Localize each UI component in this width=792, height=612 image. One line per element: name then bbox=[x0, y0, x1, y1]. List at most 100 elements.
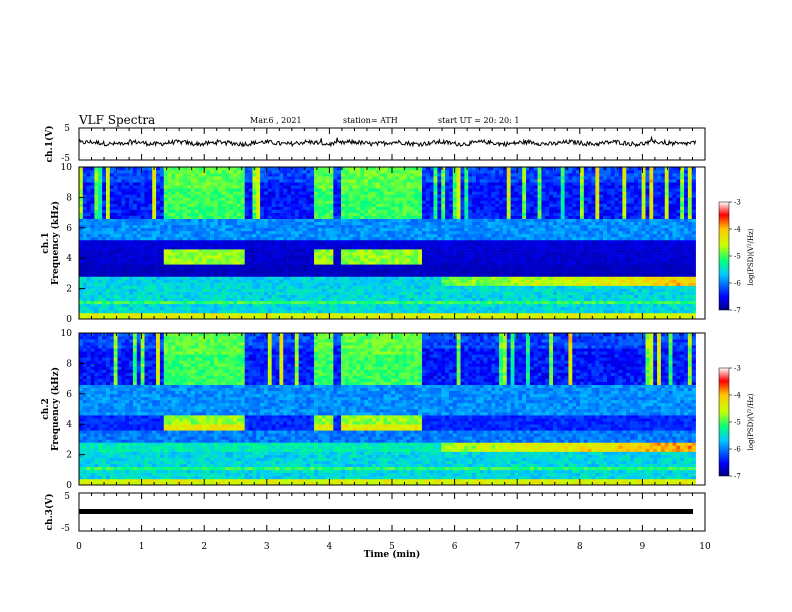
spectrogram-cell bbox=[302, 303, 307, 308]
spectrogram-cell bbox=[275, 282, 280, 286]
spectrogram-cell bbox=[448, 309, 454, 314]
spectrogram-cell bbox=[368, 173, 373, 177]
spectrogram-cell bbox=[387, 285, 392, 289]
spectrogram-cell bbox=[263, 182, 269, 186]
spectrogram-cell bbox=[136, 285, 141, 289]
spectrogram-cell bbox=[290, 224, 296, 229]
spectrogram-cell bbox=[314, 179, 319, 183]
spectrogram-cell bbox=[325, 285, 330, 289]
spectrogram-cell bbox=[148, 176, 153, 180]
spectrogram-cell bbox=[317, 282, 323, 286]
spectrogram-cell bbox=[225, 261, 230, 265]
spectrogram-cell bbox=[321, 294, 326, 299]
spectrogram-cell bbox=[217, 188, 222, 192]
spectrogram-cell bbox=[418, 215, 423, 219]
spectrogram-cell bbox=[167, 297, 172, 302]
spectrogram-cell bbox=[102, 267, 107, 271]
spectrogram-cell bbox=[283, 209, 288, 213]
spectrogram-cell bbox=[175, 188, 180, 192]
spectrogram-cell bbox=[213, 291, 219, 295]
spectrogram-cell bbox=[310, 212, 315, 216]
spectrogram-cell bbox=[429, 209, 434, 213]
spectrogram-cell bbox=[256, 188, 261, 192]
spectrogram-cell bbox=[190, 264, 195, 268]
spectrogram-cell bbox=[210, 230, 215, 235]
spectrogram-cell bbox=[290, 255, 296, 259]
spectrogram-cell bbox=[213, 203, 219, 207]
spectrogram-cell bbox=[267, 300, 272, 305]
spectrogram-cell bbox=[159, 227, 165, 232]
spectrogram-cell bbox=[271, 179, 276, 183]
spectrogram-cell bbox=[383, 252, 388, 256]
spectrogram-cell bbox=[140, 209, 145, 213]
spectrogram-cell bbox=[129, 173, 134, 177]
spectrogram-cell bbox=[395, 233, 400, 238]
spectrogram-cell bbox=[294, 303, 299, 308]
spectrogram-cell bbox=[136, 258, 141, 262]
spectrogram-cell bbox=[337, 306, 342, 311]
spectrogram-cell bbox=[102, 230, 107, 235]
spectrogram-cell bbox=[237, 258, 242, 262]
spectrogram-cell bbox=[263, 273, 269, 277]
spectrogram-cell bbox=[398, 246, 404, 250]
spectrogram-cell bbox=[125, 258, 130, 262]
spectrogram-cell bbox=[206, 288, 211, 292]
spectrogram-cell bbox=[190, 261, 195, 265]
spectrogram-cell bbox=[271, 233, 276, 238]
spectrogram-cell bbox=[163, 194, 168, 198]
spectrogram-cell bbox=[113, 236, 118, 241]
spectrogram-cell bbox=[445, 285, 450, 289]
spectrogram-cell bbox=[256, 303, 261, 308]
spectrogram-cell bbox=[395, 306, 400, 311]
spectrogram-cell bbox=[310, 294, 315, 299]
spectrogram-cell bbox=[267, 246, 272, 250]
spectrogram-cell bbox=[82, 258, 87, 262]
spectrogram-cell bbox=[98, 185, 103, 189]
spectrogram-cell bbox=[136, 233, 141, 238]
spectrogram-cell bbox=[213, 230, 219, 235]
spectrogram-cell bbox=[263, 176, 269, 180]
spectrogram-cell bbox=[244, 294, 249, 299]
spectrogram-cell bbox=[263, 191, 269, 195]
spectrogram-cell bbox=[375, 294, 380, 299]
spectrogram-cell bbox=[194, 249, 199, 253]
spectrogram-cell bbox=[248, 261, 253, 265]
spectrogram-cell bbox=[290, 212, 296, 216]
spectrogram-cell bbox=[240, 188, 246, 192]
spectrogram-cell bbox=[140, 261, 145, 265]
spectrogram-cell bbox=[402, 294, 407, 299]
spectrogram-cell bbox=[183, 188, 188, 192]
spectrogram-cell bbox=[117, 303, 122, 308]
spectrogram-cell bbox=[148, 312, 153, 317]
spectrogram-cell bbox=[360, 197, 365, 201]
spectrogram-cell bbox=[306, 197, 311, 201]
spectrogram-cell bbox=[190, 279, 195, 283]
spectrogram-cell bbox=[283, 197, 288, 201]
spectrogram-cell bbox=[410, 276, 415, 280]
spectrogram-cell bbox=[109, 315, 114, 320]
spectrogram-cell bbox=[425, 267, 430, 271]
spectrogram-cell bbox=[429, 185, 434, 189]
spectrogram-cell bbox=[163, 312, 168, 317]
spectrogram-cell bbox=[402, 291, 407, 295]
spectrogram-cell bbox=[321, 300, 326, 305]
spectrogram-cell bbox=[202, 209, 207, 213]
spectrogram-cell bbox=[429, 179, 434, 183]
spectrogram-cell bbox=[287, 227, 292, 232]
spectrogram-cell bbox=[371, 206, 377, 210]
spectrogram-cell bbox=[379, 197, 384, 201]
spectrogram-cell bbox=[344, 306, 350, 311]
spectrogram-cell bbox=[237, 197, 242, 201]
spectrogram-cell bbox=[298, 233, 303, 238]
spectrogram-cell bbox=[283, 236, 288, 241]
spectrogram-cell bbox=[109, 203, 114, 207]
spectrogram-cell bbox=[290, 236, 296, 241]
spectrogram-cell bbox=[210, 239, 215, 244]
spectrogram-cell bbox=[121, 267, 126, 271]
spectrogram-cell bbox=[167, 249, 172, 253]
spectrogram-cell bbox=[337, 309, 342, 314]
spectrogram-cell bbox=[221, 206, 226, 210]
spectrogram-cell bbox=[283, 224, 288, 229]
spectrogram-cell bbox=[383, 279, 388, 283]
spectrogram-cell bbox=[314, 264, 319, 268]
